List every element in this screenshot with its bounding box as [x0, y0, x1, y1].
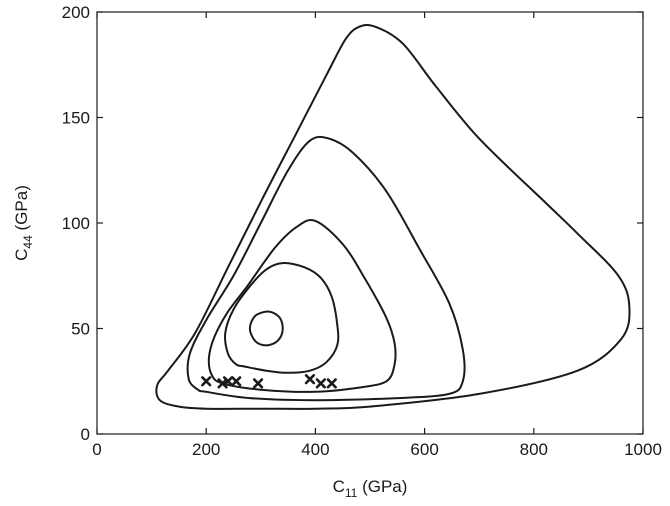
plot-frame [96, 11, 644, 435]
data-markers [201, 374, 337, 389]
x-marker-4 [231, 376, 242, 387]
contour-line-1 [248, 310, 284, 347]
contour-line-3 [207, 219, 397, 393]
y-tick-label: 0 [81, 425, 90, 444]
x-marker-5 [252, 378, 264, 389]
x-tick-label: 600 [410, 440, 438, 459]
y-tick-label: 150 [62, 109, 90, 128]
contour-lines [155, 23, 631, 410]
y-tick-label: 100 [62, 214, 90, 233]
contour-line-5 [155, 23, 631, 410]
x-marker-1 [201, 376, 212, 387]
x-marker-3 [222, 376, 234, 387]
x-axis-label: C11 (GPa) [333, 477, 408, 500]
axis-ticks: 0 200 400 600 800 1000 0 50 100 150 200 [62, 3, 662, 459]
x-marker-7 [315, 378, 326, 389]
y-tick-label: 50 [71, 320, 90, 339]
x-marker-6 [304, 374, 316, 385]
x-tick-label: 400 [301, 440, 329, 459]
x-tick-label: 1000 [624, 440, 662, 459]
contour-line-2 [224, 262, 340, 374]
y-tick-label: 200 [62, 3, 90, 22]
y-axis-label: C44 (GPa) [12, 185, 35, 261]
x-tick-label: 200 [192, 440, 220, 459]
contour-line-4 [186, 135, 466, 402]
x-tick-label: 800 [520, 440, 548, 459]
x-tick-label: 0 [92, 440, 101, 459]
x-marker-8 [326, 378, 337, 389]
